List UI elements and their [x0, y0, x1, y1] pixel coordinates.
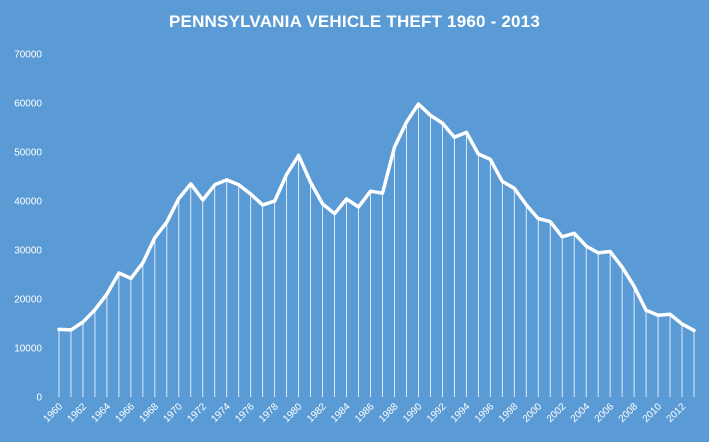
y-tick-label: 40000	[14, 197, 42, 208]
x-tick-label: 2008	[617, 401, 641, 425]
x-tick-label: 1992	[425, 401, 449, 425]
x-tick-label: 1996	[473, 401, 497, 425]
y-tick-label: 30000	[14, 246, 42, 257]
x-tick-label: 1968	[137, 401, 161, 425]
x-tick-label: 1960	[42, 401, 66, 425]
x-tick-label: 1998	[497, 401, 521, 425]
series-line	[57, 102, 696, 333]
x-tick-label: 2010	[641, 401, 665, 425]
x-tick-label: 1966	[113, 401, 137, 425]
x-tick-label: 2012	[665, 401, 689, 425]
chart-title: PENNSYLVANIA VEHICLE THEFT 1960 - 2013	[169, 12, 540, 31]
x-tick-label: 1964	[90, 401, 114, 425]
x-tick-label: 1978	[257, 401, 281, 425]
x-tick-label: 1970	[161, 401, 185, 425]
y-tick-label: 0	[36, 393, 42, 404]
x-tick-label: 1988	[377, 401, 401, 425]
x-tick-label: 2006	[593, 401, 617, 425]
y-tick-label: 60000	[14, 99, 42, 110]
x-tick-label: 1980	[281, 401, 305, 425]
x-tick-label: 2004	[569, 401, 593, 425]
x-tick-label: 2000	[521, 401, 545, 425]
x-tick-label: 1974	[209, 401, 233, 425]
y-tick-label: 10000	[14, 344, 42, 355]
x-tick-label: 1994	[449, 401, 473, 425]
x-tick-label: 2002	[545, 401, 569, 425]
y-tick-label: 70000	[14, 50, 42, 61]
x-tick-label: 1962	[66, 401, 90, 425]
y-tick-label: 20000	[14, 295, 42, 306]
x-tick-label: 1976	[233, 401, 257, 425]
x-tick-label: 1986	[353, 401, 377, 425]
x-tick-label: 1982	[305, 401, 329, 425]
x-tick-label: 1972	[185, 401, 209, 425]
y-tick-label: 50000	[14, 148, 42, 159]
x-tick-label: 1984	[329, 401, 353, 425]
x-tick-label: 1990	[401, 401, 425, 425]
